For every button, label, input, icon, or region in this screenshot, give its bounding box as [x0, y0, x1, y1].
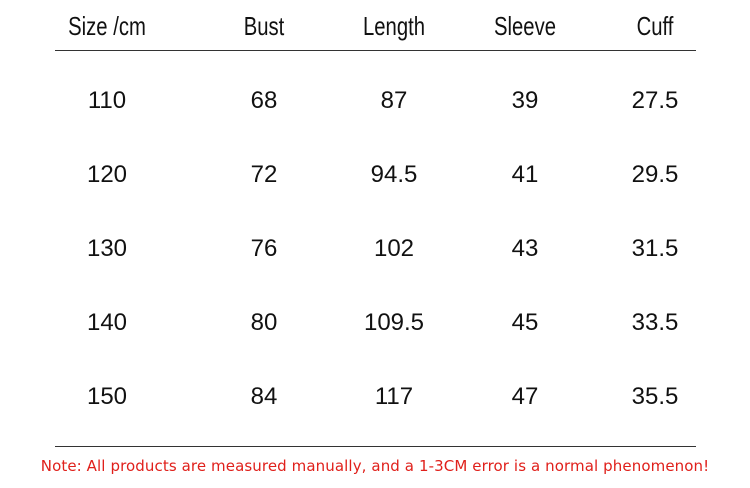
table-cell: 94.5	[370, 161, 418, 188]
column-header: Size /cm	[68, 11, 146, 41]
table-cell: 33.5	[631, 309, 679, 336]
footer-rule	[55, 446, 696, 447]
table-cell: 102	[373, 235, 415, 262]
table-cell: 120	[86, 161, 128, 188]
table-cell: 41	[511, 161, 539, 188]
table-cell: 72	[250, 161, 278, 188]
table-cell: 35.5	[631, 383, 679, 410]
table-cell: 140	[86, 309, 128, 336]
column-header: Length	[362, 11, 426, 41]
table-cell: 45	[511, 309, 539, 336]
table-cell: 76	[250, 235, 278, 262]
header-rule	[55, 50, 696, 51]
table-cell: 80	[250, 309, 278, 336]
column-header: Cuff	[636, 11, 674, 41]
note: Note: All products are measured manually…	[40, 457, 710, 475]
table-cell: 110	[87, 87, 127, 114]
column-header: Sleeve	[493, 11, 557, 41]
table-cell: 43	[511, 235, 539, 262]
table-cell: 39	[511, 87, 539, 114]
table-cell: 47	[511, 383, 539, 410]
table-cell: 84	[250, 383, 278, 410]
table-cell: 117	[374, 383, 414, 410]
table-cell: 29.5	[631, 161, 679, 188]
table-cell: 68	[250, 87, 278, 114]
table-cell: 27.5	[631, 87, 679, 114]
table-cell: 150	[86, 383, 128, 410]
table-cell: 87	[380, 87, 408, 114]
table-cell: 31.5	[631, 235, 679, 262]
column-header: Bust	[243, 11, 285, 41]
table-cell: 109.5	[363, 309, 425, 336]
table-cell: 130	[86, 235, 128, 262]
